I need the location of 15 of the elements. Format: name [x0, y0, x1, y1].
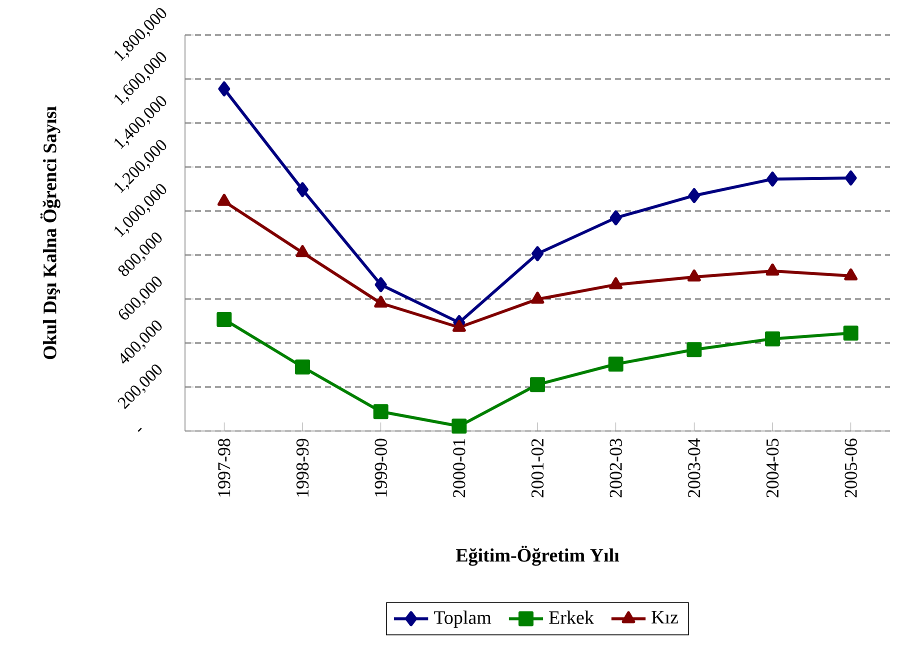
legend-label: Erkek	[549, 610, 594, 624]
y-tick-label: -	[138, 428, 142, 432]
x-tick-label: 2003-04	[688, 438, 700, 498]
x-tick-label: 2000-01	[453, 439, 466, 498]
x-tick-label: 1998-99	[296, 438, 309, 496]
x-tick-label: 2001-02	[531, 439, 544, 498]
x-tick-label: 1999-00	[374, 438, 387, 496]
x-tick-label: 2002-03	[610, 438, 622, 498]
legend-label: Kız	[652, 610, 678, 624]
y-axis-title: Okul Dışı Kalna Öğrenci Sayısı	[40, 106, 60, 360]
x-tick-label: 1997-98	[218, 438, 230, 496]
legend-label: Toplam	[434, 610, 492, 628]
x-axis-title: Eğitim-Öğretim Yılı	[456, 546, 620, 566]
x-tick-label: 2005-06	[844, 438, 857, 498]
x-tick-label: 2004-05	[766, 438, 779, 498]
